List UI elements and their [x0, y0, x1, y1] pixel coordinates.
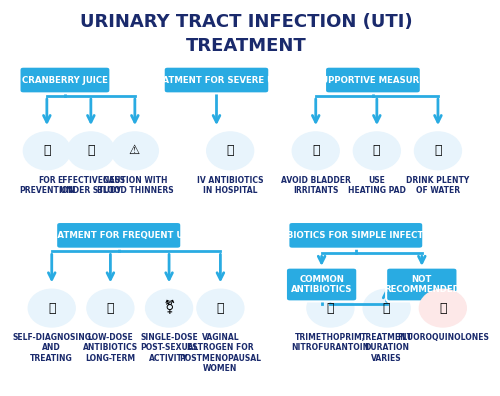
Circle shape	[354, 132, 401, 170]
Text: FOR
PREVENTION: FOR PREVENTION	[19, 175, 74, 195]
Text: 🚫: 🚫	[439, 302, 446, 314]
Text: 🫘: 🫘	[48, 302, 56, 314]
Text: IV ANTIBIOTICS
IN HOSPITAL: IV ANTIBIOTICS IN HOSPITAL	[197, 175, 264, 195]
Circle shape	[28, 289, 75, 327]
Circle shape	[24, 132, 70, 170]
Text: SUPPORTIVE MEASURES: SUPPORTIVE MEASURES	[315, 76, 431, 84]
Text: 📅: 📅	[383, 302, 390, 314]
Text: DRINK PLENTY
OF WATER: DRINK PLENTY OF WATER	[406, 175, 470, 195]
Circle shape	[112, 132, 158, 170]
Circle shape	[363, 289, 410, 327]
Text: COMMON
ANTIBIOTICS: COMMON ANTIBIOTICS	[291, 275, 352, 294]
Text: AVOID BLADDER
IRRITANTS: AVOID BLADDER IRRITANTS	[281, 175, 350, 195]
Circle shape	[307, 289, 354, 327]
Text: 🥤: 🥤	[87, 144, 94, 157]
FancyBboxPatch shape	[286, 268, 358, 301]
Text: 💧: 💧	[434, 144, 442, 157]
Circle shape	[206, 132, 254, 170]
Text: NOT
RECOMMENDED: NOT RECOMMENDED	[384, 275, 460, 294]
Text: 🌡️: 🌡️	[373, 144, 380, 157]
Text: CAUTION WITH
BLOOD THINNERS: CAUTION WITH BLOOD THINNERS	[96, 175, 173, 195]
Circle shape	[87, 289, 134, 327]
Text: TREATMENT: TREATMENT	[186, 37, 306, 55]
Circle shape	[197, 289, 244, 327]
Text: URINARY TRACT INFECTION (UTI): URINARY TRACT INFECTION (UTI)	[80, 13, 412, 31]
FancyBboxPatch shape	[386, 268, 458, 301]
FancyBboxPatch shape	[164, 67, 270, 93]
Text: 🫀: 🫀	[216, 302, 224, 314]
Circle shape	[414, 132, 462, 170]
Text: 🏥: 🏥	[226, 144, 234, 157]
Text: CRANBERRY JUICE: CRANBERRY JUICE	[22, 76, 108, 84]
Text: 🍒: 🍒	[43, 144, 51, 157]
Text: FLUOROQUINOLONES: FLUOROQUINOLONES	[397, 333, 489, 342]
Text: SINGLE-DOSE
POST-SEXUAL
ACTIVITY: SINGLE-DOSE POST-SEXUAL ACTIVITY	[140, 333, 198, 363]
Text: LOW-DOSE
ANTIBIOTICS
LONG-TERM: LOW-DOSE ANTIBIOTICS LONG-TERM	[83, 333, 138, 363]
Text: TREATMENT FOR FREQUENT UTIS: TREATMENT FOR FREQUENT UTIS	[39, 231, 198, 240]
Circle shape	[68, 132, 114, 170]
Text: VAGINAL
ESTROGEN FOR
POSTMENOPAUSAL
WOMEN: VAGINAL ESTROGEN FOR POSTMENOPAUSAL WOME…	[180, 333, 262, 373]
Circle shape	[292, 132, 339, 170]
Text: 🚫: 🚫	[312, 144, 320, 157]
Text: ⚧: ⚧	[164, 301, 175, 315]
Text: ⚠️: ⚠️	[129, 144, 140, 157]
Text: TREATMENT FOR SEVERE UTIS: TREATMENT FOR SEVERE UTIS	[144, 76, 289, 84]
FancyBboxPatch shape	[56, 222, 182, 249]
Text: USE
HEATING PAD: USE HEATING PAD	[348, 175, 406, 195]
FancyBboxPatch shape	[20, 67, 110, 93]
Text: ANTIBIOTICS FOR SIMPLE INFECTIONS: ANTIBIOTICS FOR SIMPLE INFECTIONS	[264, 231, 448, 240]
FancyBboxPatch shape	[288, 222, 424, 249]
Text: SELF-DIAGNOSING
AND
TREATING: SELF-DIAGNOSING AND TREATING	[12, 333, 91, 363]
Text: EFFECTIVENESS
UNDER STUDY: EFFECTIVENESS UNDER STUDY	[57, 175, 125, 195]
Text: TRIMETHOPRIM,
NITROFURANTOIN: TRIMETHOPRIM, NITROFURANTOIN	[292, 333, 370, 352]
Text: TREATMENT
DURATION
VARIES: TREATMENT DURATION VARIES	[360, 333, 412, 363]
Text: 📅: 📅	[106, 302, 114, 314]
Text: 💊: 💊	[326, 302, 334, 314]
Circle shape	[420, 289, 467, 327]
Circle shape	[146, 289, 192, 327]
FancyBboxPatch shape	[325, 67, 421, 93]
